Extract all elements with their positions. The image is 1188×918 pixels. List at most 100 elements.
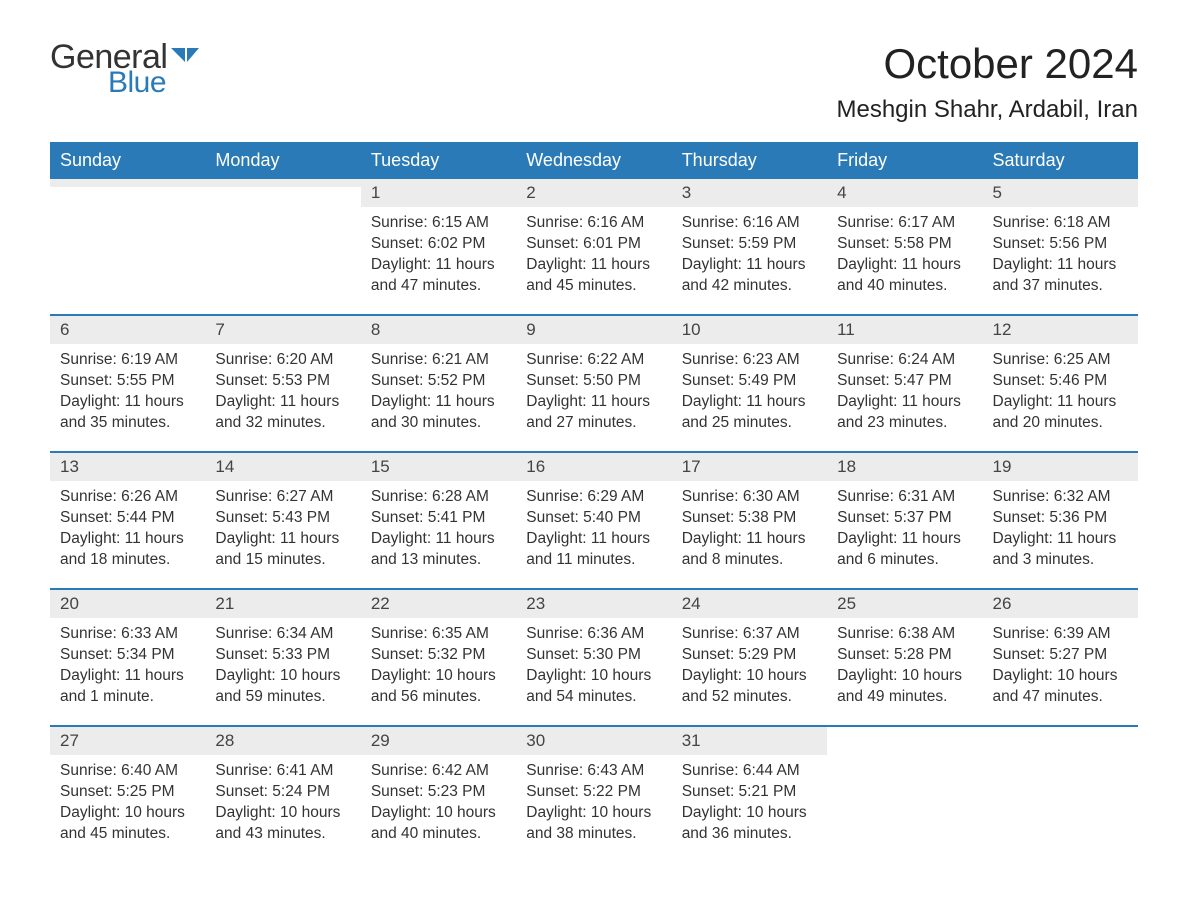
day-content: Sunrise: 6:31 AMSunset: 5:37 PMDaylight:…: [827, 481, 982, 579]
sunset-text: Sunset: 5:44 PM: [60, 508, 195, 529]
day-number: 2: [516, 179, 671, 207]
sunset-text: Sunset: 5:28 PM: [837, 645, 972, 666]
day-number: 31: [672, 727, 827, 755]
day-content: Sunrise: 6:17 AMSunset: 5:58 PMDaylight:…: [827, 207, 982, 305]
day-cell: 9Sunrise: 6:22 AMSunset: 5:50 PMDaylight…: [516, 316, 671, 451]
day-number: 8: [361, 316, 516, 344]
day-cell: 20Sunrise: 6:33 AMSunset: 5:34 PMDayligh…: [50, 590, 205, 725]
day-cell: 31Sunrise: 6:44 AMSunset: 5:21 PMDayligh…: [672, 727, 827, 862]
sunset-text: Sunset: 5:47 PM: [837, 371, 972, 392]
sunrise-text: Sunrise: 6:41 AM: [215, 761, 350, 782]
daylight-text: Daylight: 11 hours and 20 minutes.: [993, 392, 1128, 434]
day-cell: 22Sunrise: 6:35 AMSunset: 5:32 PMDayligh…: [361, 590, 516, 725]
daylight-text: Daylight: 10 hours and 36 minutes.: [682, 803, 817, 845]
sunrise-text: Sunrise: 6:34 AM: [215, 624, 350, 645]
daylight-text: Daylight: 10 hours and 40 minutes.: [371, 803, 506, 845]
weekday-header: Sunday: [50, 142, 205, 179]
weekday-header: Thursday: [672, 142, 827, 179]
day-number: [983, 727, 1138, 735]
calendar: Sunday Monday Tuesday Wednesday Thursday…: [50, 142, 1138, 862]
day-number: 29: [361, 727, 516, 755]
sunset-text: Sunset: 5:25 PM: [60, 782, 195, 803]
sunset-text: Sunset: 5:43 PM: [215, 508, 350, 529]
daylight-text: Daylight: 11 hours and 42 minutes.: [682, 255, 817, 297]
day-content: Sunrise: 6:41 AMSunset: 5:24 PMDaylight:…: [205, 755, 360, 853]
sunset-text: Sunset: 5:38 PM: [682, 508, 817, 529]
sunset-text: Sunset: 5:21 PM: [682, 782, 817, 803]
sunrise-text: Sunrise: 6:16 AM: [682, 213, 817, 234]
day-number: 4: [827, 179, 982, 207]
sunrise-text: Sunrise: 6:15 AM: [371, 213, 506, 234]
day-content: Sunrise: 6:22 AMSunset: 5:50 PMDaylight:…: [516, 344, 671, 442]
day-content: Sunrise: 6:36 AMSunset: 5:30 PMDaylight:…: [516, 618, 671, 716]
sunset-text: Sunset: 5:59 PM: [682, 234, 817, 255]
month-title: October 2024: [836, 40, 1138, 88]
day-cell: [205, 179, 360, 314]
sunrise-text: Sunrise: 6:21 AM: [371, 350, 506, 371]
day-cell: 15Sunrise: 6:28 AMSunset: 5:41 PMDayligh…: [361, 453, 516, 588]
day-cell: 10Sunrise: 6:23 AMSunset: 5:49 PMDayligh…: [672, 316, 827, 451]
day-number: 15: [361, 453, 516, 481]
day-number: 28: [205, 727, 360, 755]
day-cell: 24Sunrise: 6:37 AMSunset: 5:29 PMDayligh…: [672, 590, 827, 725]
day-number: 12: [983, 316, 1138, 344]
sunset-text: Sunset: 5:58 PM: [837, 234, 972, 255]
day-number: 3: [672, 179, 827, 207]
day-number: 21: [205, 590, 360, 618]
sunrise-text: Sunrise: 6:20 AM: [215, 350, 350, 371]
daylight-text: Daylight: 11 hours and 37 minutes.: [993, 255, 1128, 297]
day-cell: 4Sunrise: 6:17 AMSunset: 5:58 PMDaylight…: [827, 179, 982, 314]
day-cell: [827, 727, 982, 862]
day-number: 9: [516, 316, 671, 344]
sunset-text: Sunset: 5:52 PM: [371, 371, 506, 392]
day-number: [205, 179, 360, 187]
weekday-header: Saturday: [983, 142, 1138, 179]
day-cell: 5Sunrise: 6:18 AMSunset: 5:56 PMDaylight…: [983, 179, 1138, 314]
daylight-text: Daylight: 10 hours and 56 minutes.: [371, 666, 506, 708]
day-number: 30: [516, 727, 671, 755]
sunrise-text: Sunrise: 6:33 AM: [60, 624, 195, 645]
daylight-text: Daylight: 11 hours and 1 minute.: [60, 666, 195, 708]
week-row: 13Sunrise: 6:26 AMSunset: 5:44 PMDayligh…: [50, 451, 1138, 588]
day-number: 23: [516, 590, 671, 618]
daylight-text: Daylight: 11 hours and 25 minutes.: [682, 392, 817, 434]
sunset-text: Sunset: 5:27 PM: [993, 645, 1128, 666]
day-number: 14: [205, 453, 360, 481]
day-content: Sunrise: 6:39 AMSunset: 5:27 PMDaylight:…: [983, 618, 1138, 716]
day-content: Sunrise: 6:27 AMSunset: 5:43 PMDaylight:…: [205, 481, 360, 579]
day-number: 19: [983, 453, 1138, 481]
sunrise-text: Sunrise: 6:30 AM: [682, 487, 817, 508]
daylight-text: Daylight: 11 hours and 40 minutes.: [837, 255, 972, 297]
day-cell: 25Sunrise: 6:38 AMSunset: 5:28 PMDayligh…: [827, 590, 982, 725]
day-content: Sunrise: 6:19 AMSunset: 5:55 PMDaylight:…: [50, 344, 205, 442]
day-cell: 18Sunrise: 6:31 AMSunset: 5:37 PMDayligh…: [827, 453, 982, 588]
week-row: 6Sunrise: 6:19 AMSunset: 5:55 PMDaylight…: [50, 314, 1138, 451]
day-cell: 26Sunrise: 6:39 AMSunset: 5:27 PMDayligh…: [983, 590, 1138, 725]
day-content: Sunrise: 6:44 AMSunset: 5:21 PMDaylight:…: [672, 755, 827, 853]
day-number: 6: [50, 316, 205, 344]
day-number: 10: [672, 316, 827, 344]
day-content: Sunrise: 6:15 AMSunset: 6:02 PMDaylight:…: [361, 207, 516, 305]
daylight-text: Daylight: 11 hours and 30 minutes.: [371, 392, 506, 434]
day-content: Sunrise: 6:16 AMSunset: 6:01 PMDaylight:…: [516, 207, 671, 305]
sunset-text: Sunset: 5:33 PM: [215, 645, 350, 666]
day-content: Sunrise: 6:18 AMSunset: 5:56 PMDaylight:…: [983, 207, 1138, 305]
sunset-text: Sunset: 5:50 PM: [526, 371, 661, 392]
day-number: 17: [672, 453, 827, 481]
day-number: 25: [827, 590, 982, 618]
day-content: Sunrise: 6:33 AMSunset: 5:34 PMDaylight:…: [50, 618, 205, 716]
day-content: Sunrise: 6:40 AMSunset: 5:25 PMDaylight:…: [50, 755, 205, 853]
daylight-text: Daylight: 11 hours and 45 minutes.: [526, 255, 661, 297]
header: General Blue October 2024 Meshgin Shahr,…: [50, 40, 1138, 124]
day-cell: 28Sunrise: 6:41 AMSunset: 5:24 PMDayligh…: [205, 727, 360, 862]
sunrise-text: Sunrise: 6:17 AM: [837, 213, 972, 234]
day-content: Sunrise: 6:35 AMSunset: 5:32 PMDaylight:…: [361, 618, 516, 716]
sunrise-text: Sunrise: 6:40 AM: [60, 761, 195, 782]
weekday-header-row: Sunday Monday Tuesday Wednesday Thursday…: [50, 142, 1138, 179]
daylight-text: Daylight: 11 hours and 8 minutes.: [682, 529, 817, 571]
day-number: 13: [50, 453, 205, 481]
day-cell: 21Sunrise: 6:34 AMSunset: 5:33 PMDayligh…: [205, 590, 360, 725]
week-row: 27Sunrise: 6:40 AMSunset: 5:25 PMDayligh…: [50, 725, 1138, 862]
day-content: Sunrise: 6:29 AMSunset: 5:40 PMDaylight:…: [516, 481, 671, 579]
day-content: Sunrise: 6:25 AMSunset: 5:46 PMDaylight:…: [983, 344, 1138, 442]
